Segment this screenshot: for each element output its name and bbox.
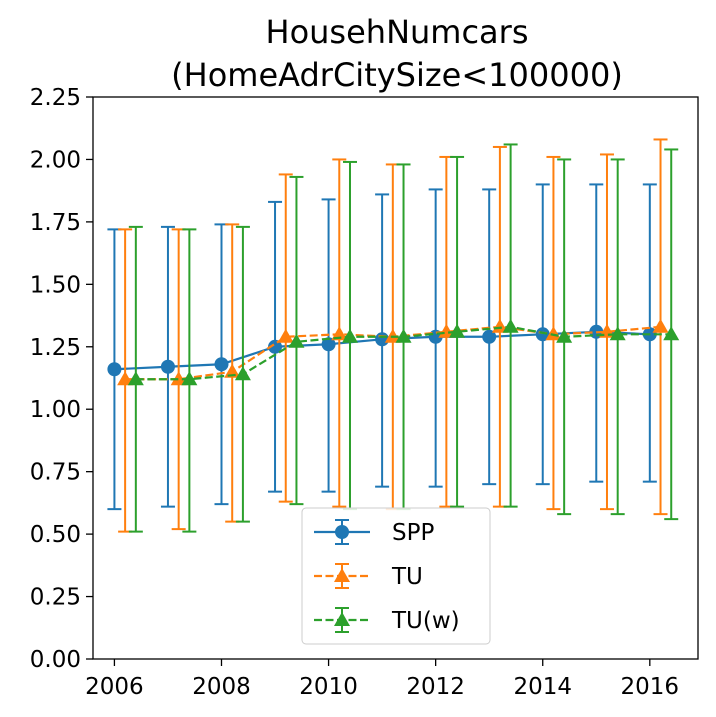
chart-title-line-2: (HomeAdrCitySize<100000): [171, 56, 623, 94]
y-tick-label: 1.50: [30, 272, 81, 298]
y-tick-label: 0.25: [30, 585, 81, 611]
data-point: [502, 318, 519, 333]
legend-label: TU: [391, 564, 423, 590]
data-point: [491, 318, 508, 333]
series-tu-w-: [127, 143, 680, 533]
legend-box: [301, 507, 491, 645]
legend-handle: [314, 519, 370, 545]
data-point: [449, 323, 466, 338]
data-point: [277, 328, 294, 343]
x-tick-label: 2006: [85, 674, 144, 700]
plot-area-series: [107, 138, 680, 533]
y-tick-label: 0.00: [30, 647, 81, 673]
data-point: [556, 328, 573, 343]
y-tick-label: 1.75: [30, 210, 81, 236]
x-tick-label: 2008: [192, 674, 251, 700]
data-point: [545, 326, 562, 341]
y-tick-label: 2.00: [30, 147, 81, 173]
data-point: [214, 357, 229, 372]
data-point: [117, 371, 134, 386]
data-point: [107, 362, 122, 377]
data-point: [321, 337, 336, 352]
data-point: [234, 366, 251, 381]
x-tick-label: 2010: [299, 674, 358, 700]
y-axis: 0.00 0.25 0.50 0.75 1.00 1.25 1.50 1.75 2.00 2.25: [30, 85, 93, 673]
data-point: [609, 326, 626, 341]
legend-label: SPP: [392, 520, 434, 546]
y-tick-label: 1.25: [30, 335, 81, 361]
chart-title-line-1: HousehNumcars: [266, 13, 529, 51]
data-point: [331, 326, 348, 341]
data-point: [160, 359, 175, 374]
y-tick-label: 2.25: [30, 85, 81, 111]
data-point: [127, 371, 144, 386]
data-point: [288, 333, 305, 348]
data-point: [663, 326, 680, 341]
legend-marker: [334, 612, 350, 626]
legend-handle: [314, 563, 370, 589]
data-point: [224, 363, 241, 378]
legend-label: TU(w): [391, 608, 460, 634]
x-tick-label: 2012: [406, 674, 465, 700]
data-point: [652, 318, 669, 333]
data-point: [438, 323, 455, 338]
data-point: [341, 328, 358, 343]
y-tick-label: 1.00: [30, 397, 81, 423]
plot-frame: [92, 96, 699, 660]
legend: SPP TU TU(w): [301, 507, 491, 645]
data-point: [170, 371, 187, 386]
data-point: [181, 371, 198, 386]
data-point: [395, 328, 412, 343]
data-point: [268, 339, 283, 354]
legend-marker: [335, 525, 349, 539]
x-tick-label: 2014: [513, 674, 572, 700]
data-point: [482, 329, 497, 344]
x-axis: 2006 2008 2010 2012 2014 2016: [85, 659, 679, 700]
x-tick-label: 2016: [621, 674, 680, 700]
legend-handle: [314, 607, 370, 633]
y-tick-label: 0.75: [30, 460, 81, 486]
legend-marker: [334, 568, 350, 582]
series-spp: [107, 183, 657, 511]
data-point: [535, 327, 550, 342]
y-tick-label: 0.50: [30, 522, 81, 548]
